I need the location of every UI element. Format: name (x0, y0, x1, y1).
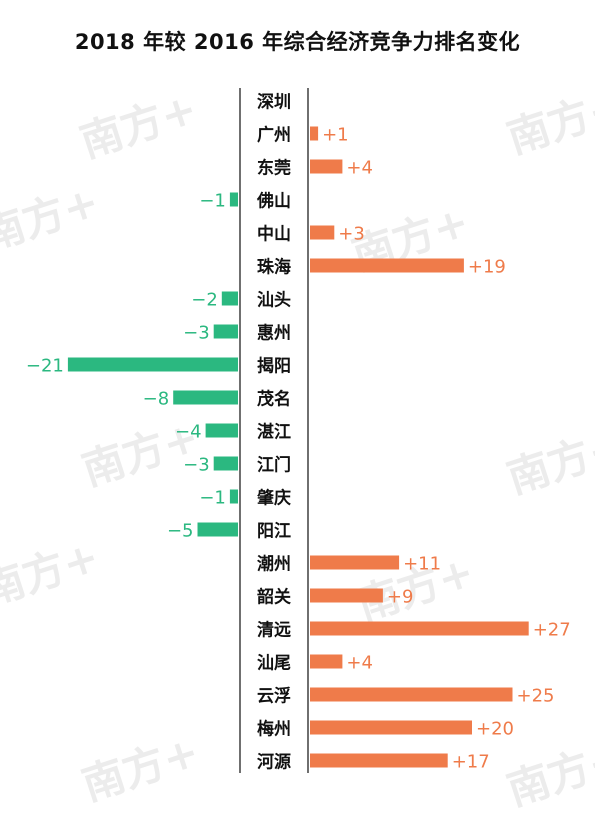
data-label: +4 (346, 653, 373, 674)
category-label: 汕头 (257, 291, 291, 311)
data-label: −2 (191, 290, 218, 311)
bar (310, 588, 383, 603)
bar (310, 159, 343, 174)
data-label: +27 (533, 620, 571, 641)
bar (310, 258, 464, 273)
data-label: −4 (175, 422, 202, 443)
chart-title: 2018 年较 2016 年综合经济竞争力排名变化 (74, 30, 521, 54)
category-label: 清远 (257, 620, 291, 641)
data-label: +19 (468, 257, 506, 278)
data-label: +9 (387, 587, 414, 608)
category-label: 江门 (257, 455, 291, 476)
data-label: +4 (346, 158, 373, 179)
category-label: 珠海 (257, 257, 291, 278)
bar (310, 621, 529, 636)
category-label: 潮州 (257, 554, 291, 575)
category-label: 梅州 (257, 719, 291, 740)
category-label: 深圳 (257, 92, 291, 113)
category-label: 湛江 (257, 422, 291, 443)
bar (205, 423, 238, 438)
data-label: −1 (199, 488, 226, 509)
category-label: 中山 (257, 224, 291, 245)
data-label: −8 (143, 389, 170, 410)
data-label: +20 (476, 719, 514, 740)
bar (173, 390, 238, 405)
category-label: 河源 (257, 752, 291, 773)
data-label: +3 (338, 224, 365, 245)
data-label: −3 (183, 455, 210, 476)
bar (213, 456, 238, 471)
bar (197, 522, 238, 537)
bar (67, 357, 239, 372)
category-label: 揭阳 (257, 356, 291, 377)
bar (310, 225, 335, 240)
category-label: 广州 (257, 125, 291, 146)
category-label: 云浮 (257, 686, 291, 707)
category-label: 汕尾 (257, 654, 291, 674)
category-label: 茂名 (257, 389, 291, 410)
bar (310, 555, 400, 570)
data-label: +11 (403, 554, 441, 575)
bar (310, 687, 513, 702)
bar (310, 654, 343, 669)
bar (310, 720, 472, 735)
bar (229, 489, 238, 504)
bar (221, 291, 238, 306)
category-label: 阳江 (257, 522, 291, 542)
bar (310, 753, 448, 768)
data-label: −21 (26, 356, 64, 377)
bar (213, 324, 238, 339)
category-label: 惠州 (257, 323, 291, 344)
category-label: 肇庆 (257, 488, 291, 509)
data-label: +17 (452, 752, 490, 773)
bar (229, 192, 238, 207)
data-label: +1 (322, 125, 349, 146)
data-label: −3 (183, 323, 210, 344)
data-label: +25 (517, 686, 555, 707)
category-label: 东莞 (257, 158, 291, 179)
category-label: 佛山 (256, 191, 291, 212)
data-label: −5 (167, 521, 194, 542)
category-label: 韶关 (257, 587, 291, 608)
data-label: −1 (199, 191, 226, 212)
bar (310, 126, 319, 141)
